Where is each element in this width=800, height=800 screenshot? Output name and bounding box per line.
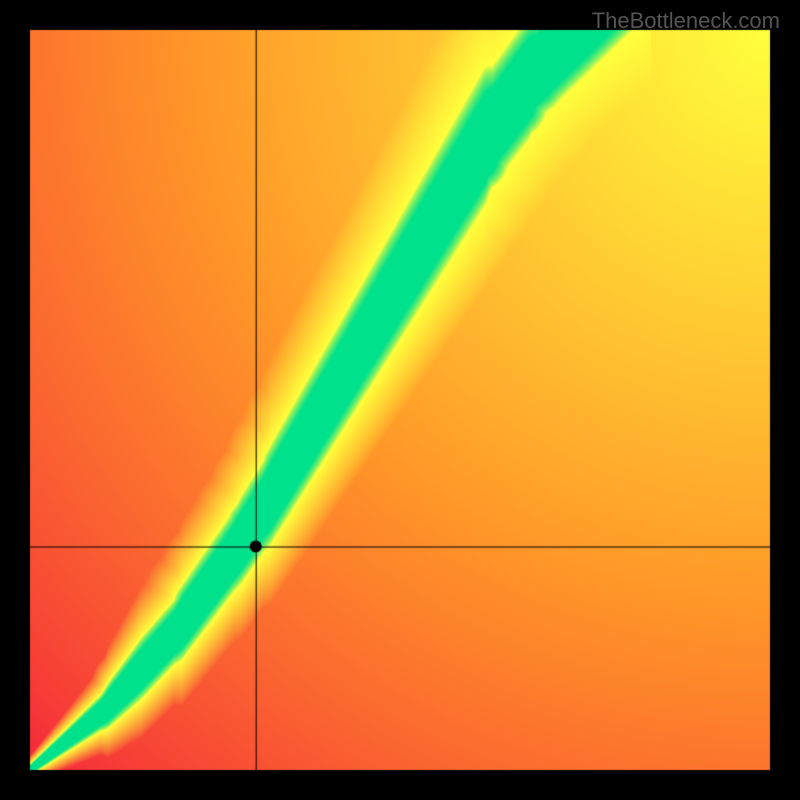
watermark-text: TheBottleneck.com bbox=[592, 8, 780, 34]
bottleneck-heatmap bbox=[0, 0, 800, 800]
chart-container: TheBottleneck.com bbox=[0, 0, 800, 800]
